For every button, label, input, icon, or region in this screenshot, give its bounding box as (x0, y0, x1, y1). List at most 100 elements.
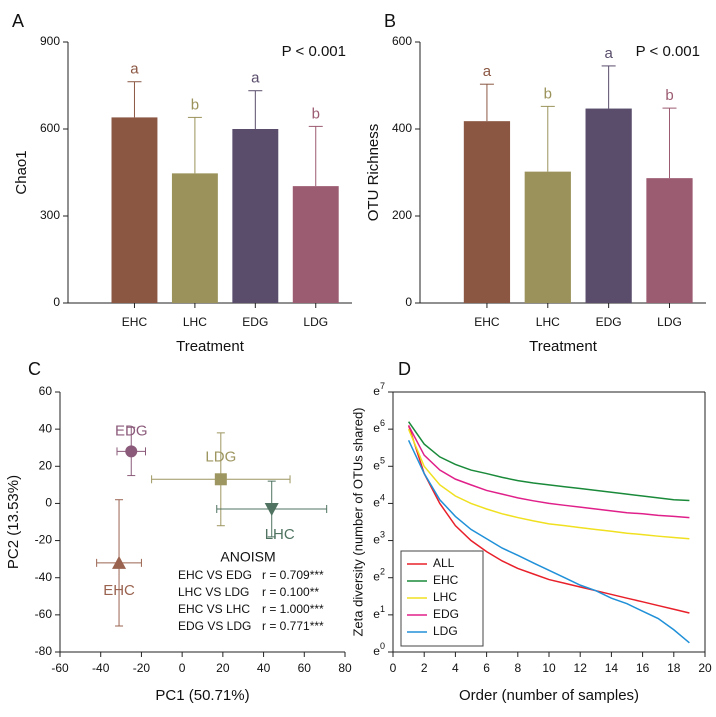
legend-label: LDG (433, 624, 458, 638)
x-tick-label: LHC (536, 315, 560, 329)
point (214, 473, 227, 486)
x-tick-label: 16 (636, 661, 650, 675)
x-tick-label: 12 (574, 661, 588, 675)
x-tick-label: -60 (51, 661, 69, 675)
significance-letter: a (604, 45, 613, 62)
x-tick-label: 40 (257, 661, 271, 675)
x-tick-label: 80 (338, 661, 352, 675)
significance-letter: b (544, 85, 552, 102)
y-tick-label: 400 (392, 121, 412, 135)
annotation: P < 0.001 (282, 43, 346, 60)
significance-letter: b (665, 87, 673, 104)
y-tick-label: e0 (373, 641, 385, 658)
y-tick-label: 20 (39, 458, 53, 472)
point-label: EHC (103, 582, 135, 599)
line (407, 439, 690, 644)
annotation-stat: r = 0.100** (262, 585, 319, 599)
significance-letter: a (483, 63, 492, 80)
x-tick-label: 8 (514, 661, 521, 675)
y-tick-label: -20 (35, 533, 53, 547)
y-tick-label: e4 (373, 493, 385, 510)
x-axis-label: Treatment (529, 338, 598, 355)
y-tick-label: 0 (405, 295, 412, 309)
significance-letter: b (191, 96, 199, 113)
x-tick-label: 10 (542, 661, 556, 675)
x-tick-label: 4 (452, 661, 459, 675)
bar (524, 171, 571, 303)
y-tick-label: e2 (373, 567, 385, 584)
annotation-comparison: LHC VS LDG (178, 585, 249, 599)
legend-label: EDG (433, 607, 459, 621)
point (264, 503, 279, 516)
y-axis-label: OTU Richness (365, 124, 382, 222)
x-tick-label: -20 (133, 661, 151, 675)
y-tick-label: 0 (53, 295, 60, 309)
annotation-comparison: EHC VS EDG (178, 568, 252, 582)
x-tick-label: 18 (667, 661, 681, 675)
y-tick-label: -40 (35, 570, 53, 584)
x-tick-label: LDG (657, 315, 682, 329)
y-tick-label: 40 (39, 421, 53, 435)
legend-label: LHC (433, 590, 457, 604)
y-tick-label: 200 (392, 208, 412, 222)
point-label: LDG (205, 448, 236, 465)
bar (585, 108, 632, 304)
x-tick-label: 0 (179, 661, 186, 675)
y-tick-label: -80 (35, 644, 53, 658)
significance-letter: a (130, 61, 139, 78)
y-tick-label: e5 (373, 456, 385, 473)
y-axis-label: Zeta diversity (number of OTUs shared) (350, 407, 365, 636)
bar (463, 121, 511, 303)
x-tick-label: -40 (92, 661, 110, 675)
y-tick-label: 600 (392, 34, 412, 48)
y-tick-label: e3 (373, 530, 385, 547)
annotation: P < 0.001 (636, 43, 700, 60)
line (407, 425, 690, 614)
annotation-title: ANOISM (220, 549, 275, 565)
annotation-stat: r = 0.709*** (262, 568, 324, 582)
point (112, 555, 127, 569)
significance-letter: a (251, 70, 260, 87)
bar (292, 186, 339, 303)
y-axis-label: PC2 (13.53%) (5, 475, 22, 569)
x-tick-label: 0 (390, 661, 397, 675)
y-tick-label: e6 (373, 419, 385, 436)
panel-letter: D (398, 359, 411, 379)
bar (171, 173, 218, 303)
legend-label: ALL (433, 556, 455, 570)
point-label: LHC (265, 526, 295, 543)
y-tick-label: 60 (39, 384, 53, 398)
line (407, 428, 690, 540)
y-tick-label: e1 (373, 604, 385, 621)
x-tick-label: 6 (483, 661, 490, 675)
line (407, 421, 690, 502)
x-tick-label: 14 (605, 661, 619, 675)
x-tick-label: EDG (242, 315, 268, 329)
annotation-stat: r = 0.771*** (262, 619, 324, 633)
y-tick-label: e7 (373, 381, 385, 398)
bar (646, 178, 693, 303)
panel-letter: A (12, 11, 24, 31)
point-label: EDG (115, 422, 148, 439)
x-tick-label: EHC (474, 315, 500, 329)
y-tick-label: 300 (40, 208, 60, 222)
y-tick-label: -60 (35, 607, 53, 621)
significance-letter: b (312, 105, 320, 122)
panel-letter: C (28, 359, 41, 379)
bar (111, 117, 158, 304)
x-tick-label: EDG (596, 315, 622, 329)
x-tick-label: 60 (298, 661, 312, 675)
y-tick-label: 0 (45, 496, 52, 510)
point (125, 445, 138, 458)
annotation-comparison: EHC VS LHC (178, 602, 250, 616)
x-tick-label: 2 (421, 661, 428, 675)
x-tick-label: LHC (183, 315, 207, 329)
x-axis-label: Treatment (176, 338, 245, 355)
x-axis-label: PC1 (50.71%) (155, 687, 249, 704)
line (407, 425, 690, 519)
panel-letter: B (384, 11, 396, 31)
annotation-comparison: EDG VS LDG (178, 619, 251, 633)
x-tick-label: 20 (698, 661, 712, 675)
legend-label: EHC (433, 573, 459, 587)
